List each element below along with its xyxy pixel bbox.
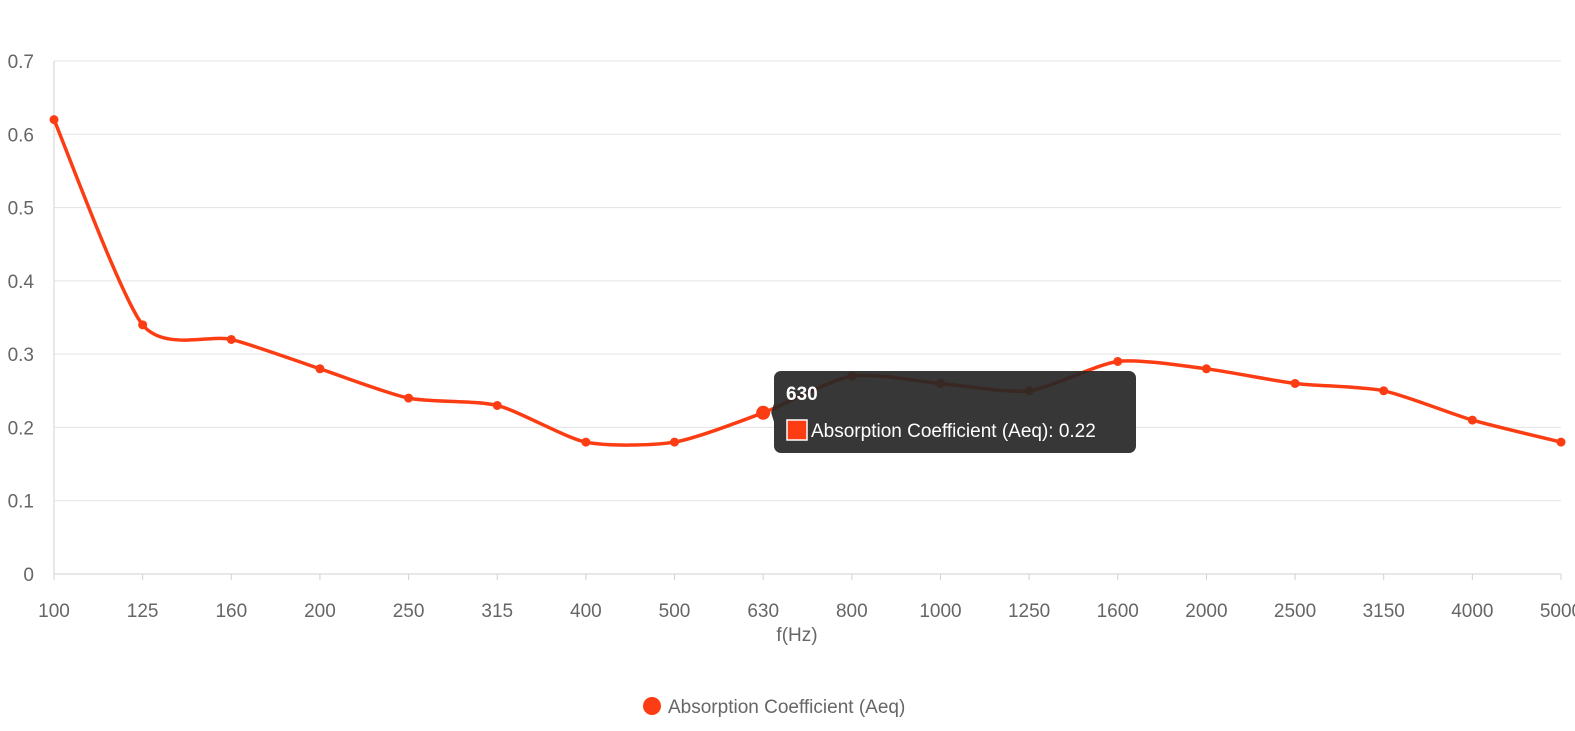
- data-point[interactable]: [1201, 364, 1211, 374]
- legend[interactable]: Absorption Coefficient (Aeq): [643, 697, 905, 718]
- tooltip-background: [774, 371, 1136, 453]
- tooltip-swatch: [786, 419, 808, 441]
- data-point[interactable]: [1290, 378, 1300, 388]
- data-point[interactable]: [492, 400, 502, 410]
- data-point[interactable]: [226, 334, 236, 344]
- x-tick-label: 160: [215, 601, 247, 622]
- data-point[interactable]: [756, 405, 771, 420]
- y-tick-label: 0.3: [8, 345, 34, 366]
- x-tick-label: 100: [38, 601, 70, 622]
- x-tick-label: 4000: [1451, 601, 1493, 622]
- grid-lines: [53, 60, 1561, 575]
- y-tick-label: 0.5: [8, 199, 34, 220]
- tooltip-caret: [771, 403, 774, 422]
- x-tick-label: 2500: [1274, 601, 1316, 622]
- x-tick-label: 1250: [1008, 601, 1050, 622]
- data-point[interactable]: [1113, 356, 1123, 366]
- data-point[interactable]: [138, 320, 148, 330]
- x-tick-label: 315: [481, 601, 513, 622]
- data-point[interactable]: [1556, 437, 1566, 447]
- data-point[interactable]: [1467, 415, 1477, 425]
- data-point[interactable]: [581, 437, 591, 447]
- x-tick-label: 250: [393, 601, 425, 622]
- y-tick-label: 0.6: [8, 125, 34, 146]
- y-tick-label: 0.4: [8, 272, 35, 293]
- y-tick-label: 0.2: [8, 418, 34, 439]
- x-tick-label: 125: [127, 601, 159, 622]
- data-point[interactable]: [404, 393, 414, 403]
- x-tick-label: 800: [836, 601, 868, 622]
- x-axis-title: f(Hz): [776, 625, 817, 646]
- x-tick-label: 1600: [1097, 601, 1139, 622]
- data-point[interactable]: [670, 437, 680, 447]
- x-tick-label: 5000: [1540, 601, 1575, 622]
- y-tick-label: 0: [23, 565, 34, 586]
- data-point[interactable]: [49, 115, 59, 125]
- x-tick-label: 200: [304, 601, 336, 622]
- x-tick-label: 500: [659, 601, 691, 622]
- tooltip-title: 630: [786, 384, 818, 405]
- legend-label: Absorption Coefficient (Aeq): [668, 697, 905, 718]
- y-axis: 0 0.1 0.2 0.3 0.4 0.5 0.6 0.7: [8, 52, 35, 586]
- legend-marker: [643, 697, 661, 715]
- tooltip-label: Absorption Coefficient (Aeq): 0.22: [811, 421, 1096, 442]
- data-point[interactable]: [315, 364, 325, 374]
- x-tick-label: 1000: [919, 601, 961, 622]
- tooltip: 630 Absorption Coefficient (Aeq): 0.22: [771, 371, 1136, 453]
- y-tick-label: 0.1: [8, 492, 34, 513]
- x-axis: 100 125 160 200 250 315 400 500 630 800 1000 1250 16…: [38, 574, 1575, 622]
- x-tick-label: 630: [747, 601, 779, 622]
- x-tick-label: 400: [570, 601, 602, 622]
- x-tick-label: 3150: [1363, 601, 1405, 622]
- x-tick-label: 2000: [1185, 601, 1227, 622]
- data-point[interactable]: [1379, 386, 1389, 396]
- y-tick-label: 0.7: [8, 52, 34, 73]
